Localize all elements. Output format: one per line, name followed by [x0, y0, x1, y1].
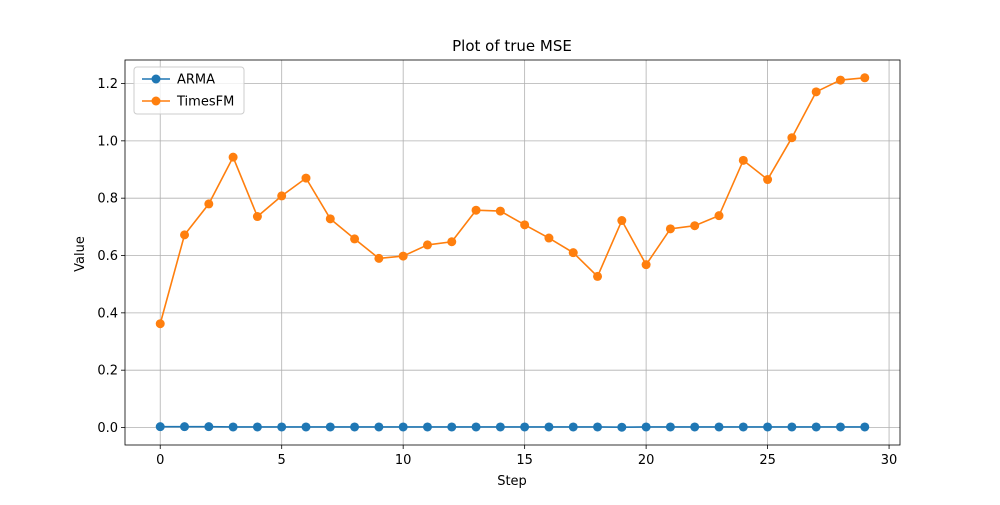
- timesfm-point: [617, 216, 627, 226]
- x-tick-label: 0: [156, 453, 164, 468]
- timesfm-point: [398, 251, 408, 261]
- timesfm-point: [301, 173, 311, 183]
- timesfm-point: [277, 191, 287, 201]
- timesfm-point: [860, 73, 870, 83]
- timesfm-point: [593, 271, 603, 281]
- timesfm-point: [763, 175, 773, 185]
- arma-point: [447, 422, 457, 432]
- arma-point: [204, 422, 214, 432]
- timesfm-point: [447, 237, 457, 247]
- arma-line: [160, 425, 865, 429]
- timesfm-point: [325, 214, 335, 224]
- x-tick-label: 20: [638, 453, 655, 468]
- x-tick-label: 5: [278, 453, 286, 468]
- timesfm-point: [155, 319, 165, 329]
- timesfm-point: [641, 260, 651, 270]
- arma-point: [252, 422, 262, 432]
- arma-point: [641, 422, 651, 432]
- grid-lines: [125, 60, 900, 445]
- y-tick-label: 0.6: [97, 249, 118, 264]
- arma-point: [374, 422, 384, 432]
- arma-point: [301, 422, 311, 432]
- arma-point: [155, 422, 165, 432]
- arma-point: [690, 422, 700, 432]
- timesfm-point: [544, 233, 554, 243]
- arma-point: [544, 422, 554, 432]
- legend-marker-timesfm: [151, 96, 161, 106]
- arma-point: [763, 422, 773, 432]
- arma-point: [180, 422, 190, 432]
- arma-point: [471, 422, 481, 432]
- arma-point: [738, 422, 748, 432]
- arma-point: [787, 422, 797, 432]
- timesfm-point: [568, 248, 578, 258]
- x-tick-label: 10: [395, 453, 412, 468]
- timesfm-point: [738, 155, 748, 165]
- axes: [124, 59, 901, 446]
- series-layer: [155, 73, 870, 432]
- timesfm-point: [204, 199, 214, 209]
- x-tick-label: 30: [881, 453, 898, 468]
- legend-entry-arma: ARMA: [142, 73, 215, 88]
- arma-point: [860, 422, 870, 432]
- y-tick-label: 0.8: [97, 192, 118, 207]
- y-tick-label: 1.0: [97, 134, 118, 149]
- timesfm-series: [155, 73, 870, 329]
- timesfm-point: [835, 75, 845, 85]
- y-tick-label: 1.2: [97, 77, 118, 92]
- legend: ARMA TimesFM: [133, 66, 245, 115]
- y-tick-label: 0.0: [97, 421, 118, 436]
- legend-label-arma: ARMA: [177, 73, 215, 88]
- legend-label-timesfm: TimesFM: [176, 95, 234, 110]
- x-axis-label: Step: [497, 474, 527, 489]
- chart-title: Plot of true MSE: [452, 37, 572, 55]
- legend-marker-arma: [151, 74, 161, 84]
- timesfm-point: [690, 221, 700, 231]
- timesfm-point: [350, 234, 360, 244]
- arma-point: [325, 422, 335, 432]
- legend-entry-timesfm: TimesFM: [142, 95, 234, 110]
- arma-point: [520, 422, 530, 432]
- arma-point: [714, 422, 724, 432]
- x-tick-label: 25: [759, 453, 776, 468]
- arma-point: [277, 422, 287, 432]
- arma-point: [422, 422, 432, 432]
- timesfm-point: [495, 206, 505, 216]
- arma-point: [568, 422, 578, 432]
- timesfm-line: [159, 76, 865, 324]
- timesfm-point: [252, 212, 262, 222]
- arma-point: [398, 422, 408, 432]
- arma-series: [155, 422, 870, 432]
- timesfm-point: [665, 224, 675, 234]
- timesfm-point: [180, 230, 190, 240]
- arma-point: [228, 422, 238, 432]
- arma-point: [593, 422, 603, 432]
- timesfm-point: [520, 220, 530, 230]
- plot-frame: [124, 59, 901, 446]
- arma-point: [495, 422, 505, 432]
- y-tick-label: 0.4: [97, 306, 118, 321]
- arma-point: [835, 422, 845, 432]
- tick-labels: 0 5 10 15 20 25 30 0.0 0.2 0.4 0.6 0.8 1.0 1.2: [97, 77, 897, 468]
- arma-point: [617, 422, 627, 432]
- timesfm-point: [374, 253, 384, 263]
- timesfm-point: [811, 87, 821, 97]
- arma-point: [811, 422, 821, 432]
- arma-point: [350, 422, 360, 432]
- y-axis-label: Value: [73, 236, 88, 272]
- x-tick-label: 15: [516, 453, 533, 468]
- y-tick-label: 0.2: [97, 364, 118, 379]
- timesfm-point: [228, 152, 238, 162]
- timesfm-point: [422, 240, 432, 250]
- timesfm-point: [714, 211, 724, 221]
- arma-point: [665, 422, 675, 432]
- timesfm-point: [471, 205, 481, 215]
- timesfm-point: [787, 133, 797, 143]
